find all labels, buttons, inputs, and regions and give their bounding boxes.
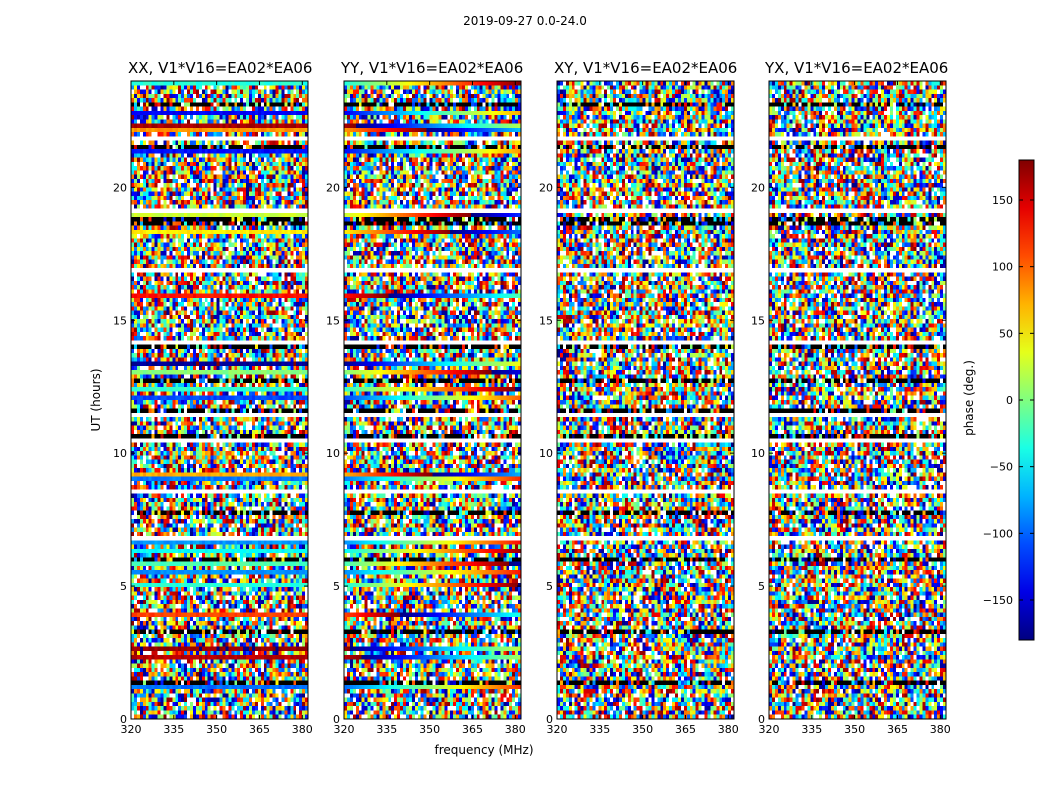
panel-title-yy: YY, V1*V16=EA02*EA06 [341, 59, 524, 77]
y-tick-label: 0 [758, 713, 765, 726]
colorbar: −150 −100 −50 0 50 100 150 [983, 159, 1035, 641]
x-tick-label: 350 [419, 723, 440, 736]
y-tick-label: 10 [326, 447, 340, 460]
x-tick-label: 350 [632, 723, 653, 736]
panel-xx: 320 335 350 365 380 0 5 10 15 20 [113, 80, 313, 736]
x-tick-label: 365 [249, 723, 270, 736]
plot-frame [556, 80, 735, 720]
x-tick-label: 380 [930, 723, 951, 736]
x-tick-label: 350 [844, 723, 865, 736]
heatmap-cells-xx [131, 81, 308, 719]
x-tick-label: 380 [292, 723, 313, 736]
y-tick-label: 5 [758, 580, 765, 593]
x-tick-label: 335 [801, 723, 822, 736]
x-tick-label: 335 [376, 723, 397, 736]
x-tick-label: 380 [718, 723, 739, 736]
y-tick-label: 0 [120, 713, 127, 726]
x-tick-label: 365 [462, 723, 483, 736]
y-tick-label: 10 [539, 447, 553, 460]
plot-frame [768, 80, 947, 720]
panel-yx: 320 335 350 365 380 0 5 10 15 20 [751, 80, 951, 736]
y-tick-label: 15 [539, 314, 553, 327]
y-tick-label: 20 [326, 181, 340, 194]
x-tick-label: 320 [121, 723, 142, 736]
x-tick-label: 365 [887, 723, 908, 736]
plot-frame [130, 80, 309, 720]
heatmap-cells-xy [557, 81, 734, 719]
colorbar-tick-label: −150 [983, 594, 1013, 607]
heatmap-cells-yy [344, 81, 521, 719]
x-tick-label: 335 [589, 723, 610, 736]
x-tick-label: 335 [163, 723, 184, 736]
y-tick-label: 20 [113, 181, 127, 194]
colorbar-tick-label: −50 [990, 461, 1013, 474]
panel-title-xx: XX, V1*V16=EA02*EA06 [128, 59, 313, 77]
y-tick-label: 20 [751, 181, 765, 194]
y-tick-label: 15 [751, 314, 765, 327]
colorbar-label: phase (deg.) [962, 360, 976, 436]
panel-title-yx: YX, V1*V16=EA02*EA06 [765, 59, 949, 77]
y-axis-label: UT (hours) [89, 368, 103, 432]
y-tick-label: 5 [333, 580, 340, 593]
x-tick-label: 320 [759, 723, 780, 736]
x-axis-label: frequency (MHz) [434, 743, 534, 757]
y-tick-label: 5 [546, 580, 553, 593]
x-tick-label: 350 [206, 723, 227, 736]
y-tick-label: 0 [546, 713, 553, 726]
colorbar-tick-label: 0 [1006, 394, 1013, 407]
y-tick-label: 10 [113, 447, 127, 460]
panel-yy: 320 335 350 365 380 0 5 10 15 20 [326, 80, 526, 736]
y-tick-label: 20 [539, 181, 553, 194]
colorbar-tick-label: 100 [992, 261, 1013, 274]
plot-frame [343, 80, 522, 720]
panel-xy: 320 335 350 365 380 0 5 10 15 20 [539, 80, 739, 736]
y-tick-label: 15 [326, 314, 340, 327]
y-tick-label: 0 [333, 713, 340, 726]
x-tick-label: 365 [675, 723, 696, 736]
y-tick-label: 5 [120, 580, 127, 593]
y-tick-label: 15 [113, 314, 127, 327]
panel-title-xy: XY, V1*V16=EA02*EA06 [554, 59, 738, 77]
colorbar-tick-label: −100 [983, 527, 1013, 540]
x-tick-label: 320 [547, 723, 568, 736]
y-tick-label: 10 [751, 447, 765, 460]
colorbar-tick-label: 50 [999, 327, 1013, 340]
x-tick-label: 320 [334, 723, 355, 736]
colorbar-tick-label: 150 [992, 194, 1013, 207]
x-tick-label: 380 [505, 723, 526, 736]
figure-title: 2019-09-27 0.0-24.0 [463, 14, 587, 28]
heatmap-cells-yx [769, 81, 946, 719]
